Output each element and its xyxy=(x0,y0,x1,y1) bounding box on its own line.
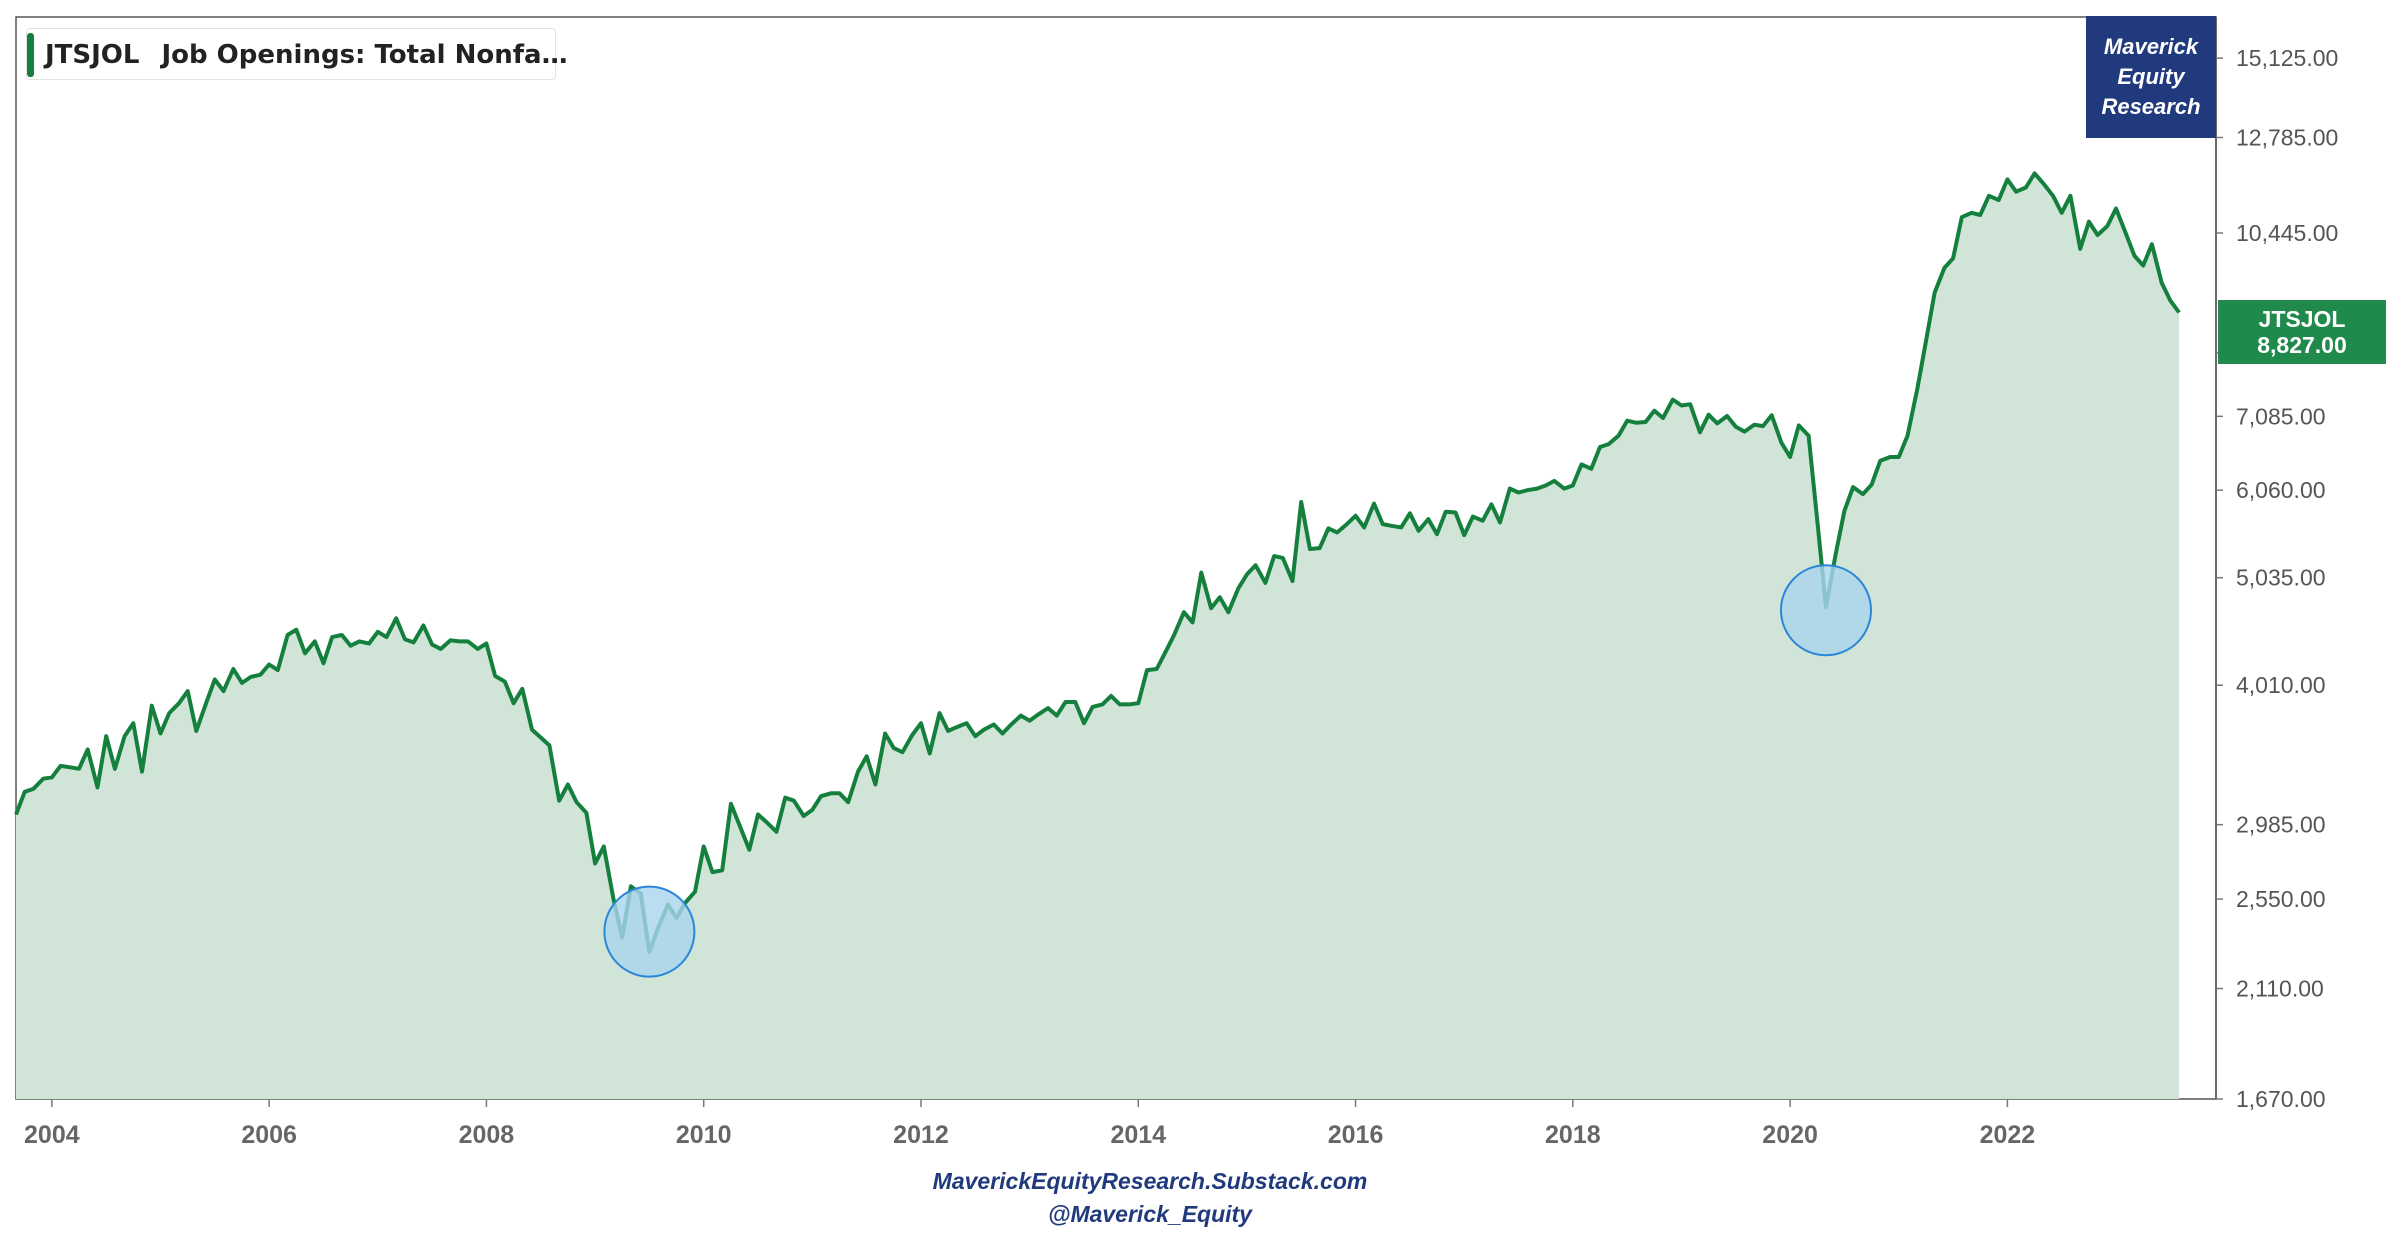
highlight-circle-1 xyxy=(603,885,696,978)
legend-symbol: JTSJOL xyxy=(45,40,140,70)
y-axis: 1,670.00 2,110.00 2,550.00 2,985.00 4,010.00… xyxy=(2216,45,2338,1112)
x-tick-label: 2014 xyxy=(1110,1121,1166,1149)
brand-logo: Maverick Equity Research xyxy=(2086,16,2216,138)
x-tick-label: 2006 xyxy=(241,1121,297,1149)
x-tick-label: 2016 xyxy=(1328,1121,1384,1149)
legend-label: JTSJOL Job Openings: Total Nonfa… xyxy=(45,29,568,81)
y-tick-label: 15,125.00 xyxy=(2236,45,2338,71)
x-axis: 2004 2006 2008 2010 2012 2014 2016 2018 2020 2022 xyxy=(24,1099,2035,1149)
highlight-group xyxy=(603,564,1872,978)
brand-line-3: Research xyxy=(2101,94,2201,119)
footer-site: MaverickEquityResearch.Substack.com xyxy=(932,1168,1368,1194)
x-tick-label: 2022 xyxy=(1980,1121,2036,1149)
y-tick-label: 12,785.00 xyxy=(2236,124,2338,150)
price-tag-value: 8,827.00 xyxy=(2257,332,2347,358)
x-tick-label: 2012 xyxy=(893,1121,949,1149)
y-tick-label: 2,985.00 xyxy=(2236,812,2326,838)
x-tick-label: 2018 xyxy=(1545,1121,1601,1149)
y-tick-label: 2,550.00 xyxy=(2236,886,2326,912)
y-tick-label: 2,110.00 xyxy=(2236,976,2324,1002)
price-tag-symbol: JTSJOL xyxy=(2258,306,2346,332)
y-tick-label: 1,670.00 xyxy=(2236,1086,2326,1112)
y-tick-label: 7,085.00 xyxy=(2236,403,2326,429)
x-tick-label: 2020 xyxy=(1762,1121,1818,1149)
series-area xyxy=(16,173,2180,1099)
brand-line-2: Equity xyxy=(2117,64,2185,89)
x-tick-label: 2010 xyxy=(676,1121,732,1149)
y-tick-label: 4,010.00 xyxy=(2236,672,2326,698)
x-tick-label: 2004 xyxy=(24,1121,80,1149)
legend-swatch xyxy=(27,33,34,77)
footer-handle: @Maverick_Equity xyxy=(1048,1201,1252,1227)
x-tick-label: 2008 xyxy=(459,1121,515,1149)
legend-title: Job Openings: Total Nonfa… xyxy=(161,40,568,70)
last-price-tag: JTSJOL 8,827.00 xyxy=(2218,300,2386,364)
y-tick-label: 6,060.00 xyxy=(2236,477,2326,503)
highlight-circle-2 xyxy=(1779,564,1872,657)
y-tick-label: 5,035.00 xyxy=(2236,565,2326,591)
brand-line-1: Maverick xyxy=(2103,34,2199,59)
legend[interactable]: JTSJOL Job Openings: Total Nonfa… xyxy=(26,28,568,80)
y-tick-label: 10,445.00 xyxy=(2236,220,2338,246)
series-line xyxy=(14,171,2181,954)
